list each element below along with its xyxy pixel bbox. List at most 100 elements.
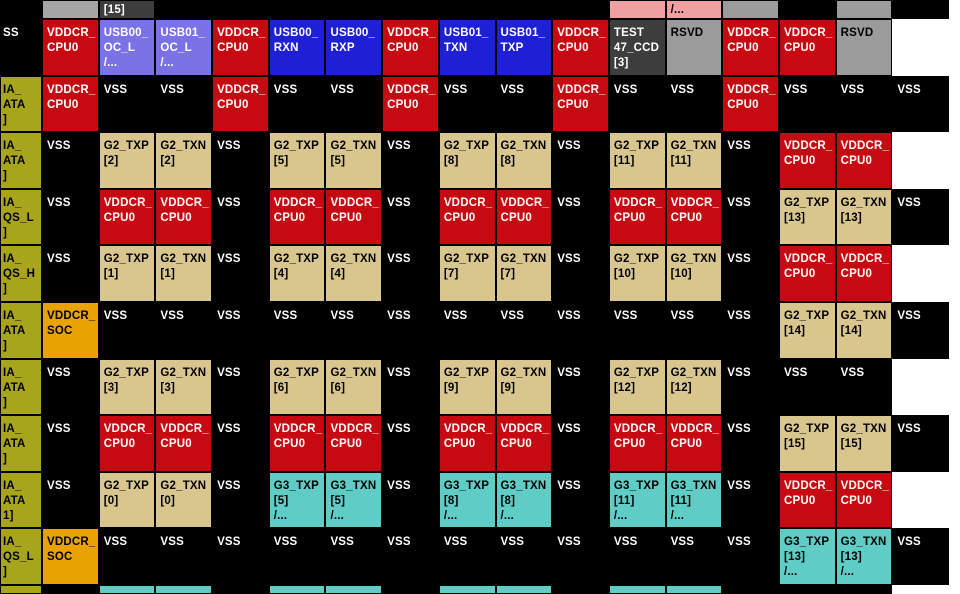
ball-cell[interactable]: VSS: [778, 75, 836, 133]
row-header-cell[interactable]: IA_ QS_L ]: [0, 188, 42, 246]
ball-cell[interactable]: [722, 0, 779, 19]
ball-cell[interactable]: G2_TXN [13]: [835, 188, 893, 246]
ball-cell[interactable]: VSS: [835, 75, 893, 133]
ball-cell[interactable]: [552, 0, 609, 19]
ball-cell[interactable]: VDDCR_ CPU0: [325, 415, 383, 472]
ball-cell[interactable]: [665, 584, 723, 594]
ball-cell[interactable]: VSS: [155, 528, 213, 585]
ball-cell[interactable]: G2_TXP [15]: [778, 415, 836, 472]
ball-cell[interactable]: VDDCR_ CPU0: [155, 188, 213, 246]
ball-cell[interactable]: VDDCR_ CPU0: [778, 19, 836, 76]
ball-cell[interactable]: VSS: [892, 415, 949, 472]
ball-cell[interactable]: G2_TXN [2]: [155, 132, 213, 189]
ball-cell[interactable]: G2_TXN [11]: [665, 132, 723, 189]
ball-cell[interactable]: VDDCR_ SOC: [42, 528, 99, 585]
ball-cell[interactable]: VSS: [382, 188, 439, 246]
ball-cell[interactable]: VDDCR_ CPU0: [268, 188, 326, 246]
ball-cell[interactable]: G2_TXN [10]: [665, 245, 723, 302]
ball-cell[interactable]: VSS: [42, 132, 99, 189]
ball-cell[interactable]: VDDCR_ CPU0: [495, 188, 553, 246]
ball-cell[interactable]: G3_TXP [13] /...: [778, 528, 836, 585]
ball-cell[interactable]: USB01_ TXP: [495, 19, 553, 76]
ball-cell[interactable]: VSS: [212, 188, 269, 246]
ball-cell[interactable]: VDDCR_ CPU0: [42, 75, 99, 133]
row-header-cell[interactable]: [0, 584, 42, 594]
ball-cell[interactable]: VDDCR_ CPU0: [382, 75, 439, 133]
ball-cell[interactable]: VSS: [552, 301, 609, 359]
ball-cell[interactable]: VSS: [892, 188, 949, 246]
ball-cell[interactable]: VSS: [608, 528, 666, 585]
ball-cell[interactable]: VSS: [552, 471, 609, 529]
ball-cell[interactable]: RSVD: [835, 19, 893, 76]
ball-cell[interactable]: G2_TXP [5]: [268, 132, 326, 189]
ball-cell[interactable]: VSS: [495, 301, 553, 359]
row-header-cell[interactable]: IA_ ATA 1]: [0, 471, 42, 529]
ball-cell[interactable]: G2_TXP [11]: [608, 132, 666, 189]
ball-cell[interactable]: VDDCR_ CPU0: [155, 415, 213, 472]
ball-cell[interactable]: VSS: [155, 75, 213, 133]
ball-cell[interactable]: VSS: [665, 528, 723, 585]
ball-cell[interactable]: G2_TXN [1]: [155, 245, 213, 302]
ball-cell[interactable]: VSS: [892, 75, 949, 133]
ball-cell[interactable]: VDDCR_ CPU0: [438, 188, 496, 246]
ball-cell[interactable]: [608, 584, 666, 594]
ball-cell[interactable]: VSS: [212, 301, 269, 359]
ball-cell[interactable]: VSS: [325, 301, 383, 359]
ball-cell[interactable]: VDDCR_ CPU0: [778, 245, 836, 302]
ball-cell[interactable]: RSVD: [665, 19, 723, 76]
ball-cell[interactable]: VDDCR_ CPU0: [835, 245, 893, 302]
ball-cell[interactable]: VSS: [382, 528, 439, 585]
row-header-cell[interactable]: IA_ ATA ]: [0, 301, 42, 359]
ball-cell[interactable]: VSS: [552, 132, 609, 189]
ball-cell[interactable]: VSS: [608, 301, 666, 359]
ball-cell[interactable]: VSS: [98, 75, 156, 133]
ball-cell[interactable]: [98, 584, 156, 594]
ball-cell[interactable]: G2_TXN [12]: [665, 358, 723, 416]
ball-cell[interactable]: G2_TXP [2]: [98, 132, 156, 189]
ball-cell[interactable]: G3_TXN [13] /...: [835, 528, 893, 585]
ball-cell[interactable]: [778, 0, 836, 19]
ball-cell[interactable]: VDDCR_ CPU0: [438, 415, 496, 472]
ball-cell[interactable]: USB00_ OC_L /...: [98, 19, 156, 76]
ball-cell[interactable]: G2_TXP [0]: [98, 471, 156, 529]
ball-cell[interactable]: VSS: [495, 75, 553, 133]
ball-cell[interactable]: VSS: [552, 188, 609, 246]
ball-cell[interactable]: VSS: [552, 358, 609, 416]
ball-cell[interactable]: VSS: [778, 358, 836, 416]
ball-cell[interactable]: G3_TXN [8] /...: [495, 471, 553, 529]
ball-cell[interactable]: [325, 584, 383, 594]
ball-cell[interactable]: G2_TXP [13]: [778, 188, 836, 246]
row-header-cell[interactable]: IA_ QS_H ]: [0, 245, 42, 302]
ball-cell[interactable]: [892, 0, 949, 19]
ball-cell[interactable]: G2_TXP [12]: [608, 358, 666, 416]
ball-cell[interactable]: VSS: [382, 471, 439, 529]
ball-cell[interactable]: VDDCR_ CPU0: [325, 188, 383, 246]
ball-cell[interactable]: G2_TXP [8]: [438, 132, 496, 189]
ball-cell[interactable]: VDDCR_ CPU0: [98, 188, 156, 246]
ball-cell[interactable]: VSS: [382, 132, 439, 189]
ball-cell[interactable]: VSS: [325, 75, 383, 133]
ball-cell[interactable]: [268, 584, 326, 594]
ball-cell[interactable]: G3_TXN [11] /...: [665, 471, 723, 529]
ball-cell[interactable]: VSS: [665, 75, 723, 133]
ball-cell[interactable]: [438, 584, 496, 594]
row-header-cell[interactable]: IA_ QS_L ]: [0, 528, 42, 585]
ball-cell[interactable]: VSS: [892, 528, 949, 585]
ball-cell[interactable]: VSS: [155, 301, 213, 359]
ball-cell[interactable]: TEST 47_CCD [3]: [608, 19, 666, 76]
ball-cell[interactable]: G2_TXP [10]: [608, 245, 666, 302]
ball-cell[interactable]: VSS: [495, 528, 553, 585]
ball-cell[interactable]: [722, 584, 779, 594]
ball-cell[interactable]: [382, 584, 439, 594]
ball-cell[interactable]: [212, 0, 269, 19]
ball-cell[interactable]: VDDCR_ CPU0: [98, 415, 156, 472]
ball-cell[interactable]: VSS: [212, 245, 269, 302]
ball-cell[interactable]: G2_TXN [7]: [495, 245, 553, 302]
ball-cell[interactable]: G3_TXN [5] /...: [325, 471, 383, 529]
ball-cell[interactable]: G3_TXP [8] /...: [438, 471, 496, 529]
ball-cell[interactable]: VSS: [212, 528, 269, 585]
ball-cell[interactable]: G2_TXP [3]: [98, 358, 156, 416]
ball-cell[interactable]: [552, 584, 609, 594]
ball-cell[interactable]: VSS: [382, 245, 439, 302]
ball-cell[interactable]: VSS: [42, 188, 99, 246]
